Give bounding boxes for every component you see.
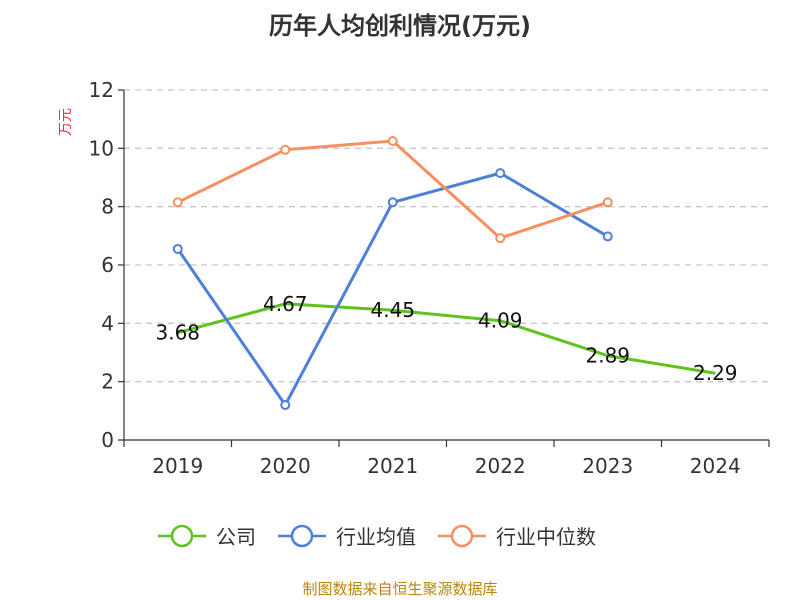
data-point	[495, 233, 506, 244]
data-labels: 3.68 4.67 4.45 4.09 2.89 2.29	[155, 292, 737, 385]
series-3	[172, 136, 613, 244]
y-tick-label: 0	[101, 428, 114, 452]
data-point	[280, 144, 291, 155]
data-point	[602, 197, 613, 208]
y-tick-label: 8	[101, 195, 114, 219]
y-tick-label: 2	[101, 370, 114, 394]
legend-label: 行业中位数	[496, 525, 596, 549]
legend-item-1[interactable]: 公司	[158, 524, 256, 549]
chart-title: 历年人均创利情况(万元)	[269, 12, 531, 40]
data-label: 4.67	[263, 292, 308, 316]
x-tick-label: 2021	[367, 454, 418, 478]
series-1	[177, 302, 716, 375]
data-label: 4.09	[478, 309, 523, 333]
y-tick-label: 4	[101, 311, 114, 335]
data-point	[602, 231, 613, 242]
series-2	[172, 168, 613, 410]
y-tick-label: 12	[89, 78, 114, 102]
series-group	[172, 136, 716, 410]
data-point	[495, 168, 506, 179]
y-tick-label: 6	[101, 253, 114, 277]
x-tick-label: 2023	[582, 454, 633, 478]
series-line	[177, 139, 609, 240]
data-label: 2.29	[693, 361, 738, 385]
series-line	[176, 171, 609, 407]
legend[interactable]: 公司 行业均值 行业中位数	[158, 524, 596, 549]
legend-item-3[interactable]: 行业中位数	[438, 524, 596, 549]
x-tick-label: 2022	[475, 454, 526, 478]
data-point	[387, 197, 398, 208]
legend-item-2[interactable]: 行业均值	[278, 524, 416, 549]
x-tick-label: 2019	[152, 454, 203, 478]
legend-label: 公司	[216, 525, 256, 549]
legend-marker	[290, 524, 314, 548]
series-line	[177, 302, 716, 375]
x-tick-label: 2024	[690, 454, 741, 478]
source-note: 制图数据来自恒生聚源数据库	[302, 580, 497, 598]
y-tick-label: 10	[89, 136, 114, 160]
legend-marker	[450, 524, 474, 548]
legend-marker	[170, 524, 194, 548]
data-point	[280, 400, 291, 410]
x-tick-label: 2020	[260, 454, 311, 478]
data-point	[172, 197, 183, 208]
data-label: 3.68	[155, 321, 200, 345]
axes: 0 2 4 6 8 10 12 2019 2020 2021 2022 2023 2024	[89, 78, 770, 478]
y-axis-label: 万元	[58, 108, 74, 136]
data-label: 4.45	[370, 298, 415, 322]
legend-label: 行业均值	[336, 525, 416, 549]
data-label: 2.89	[585, 344, 630, 368]
grid-lines	[124, 89, 769, 383]
data-point	[172, 243, 183, 254]
data-point	[387, 136, 398, 147]
